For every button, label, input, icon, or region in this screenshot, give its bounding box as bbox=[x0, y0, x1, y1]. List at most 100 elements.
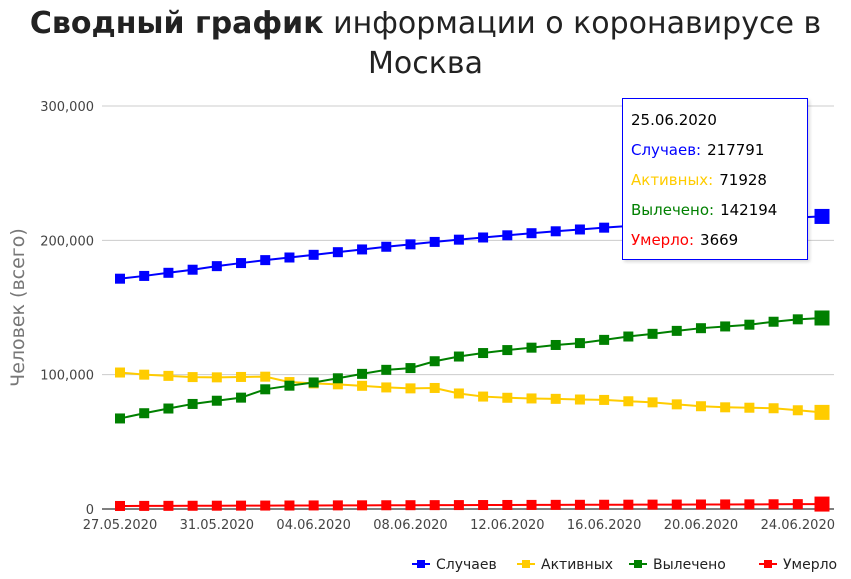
data-point bbox=[695, 401, 706, 412]
data-point bbox=[814, 404, 830, 420]
data-point bbox=[814, 208, 830, 224]
data-point bbox=[814, 310, 830, 326]
data-point bbox=[502, 345, 513, 356]
chart-title-bold: Сводный график bbox=[29, 6, 324, 41]
data-point bbox=[260, 384, 271, 395]
data-point bbox=[526, 342, 537, 353]
series-line bbox=[119, 316, 823, 420]
data-point bbox=[599, 222, 610, 233]
data-point bbox=[792, 314, 803, 325]
data-point bbox=[139, 500, 150, 511]
data-point bbox=[647, 397, 658, 408]
data-point bbox=[599, 499, 610, 510]
data-point bbox=[744, 402, 755, 413]
data-point bbox=[211, 372, 222, 383]
tooltip-label: Активных: bbox=[631, 171, 714, 189]
data-point bbox=[574, 499, 585, 510]
y-tick-label: 0 bbox=[86, 503, 94, 518]
data-point bbox=[720, 499, 731, 510]
data-point bbox=[332, 373, 343, 384]
legend-label: Вылечено bbox=[653, 557, 726, 573]
data-point bbox=[599, 394, 610, 405]
tooltip-label: Случаев: bbox=[631, 141, 702, 159]
data-point bbox=[550, 499, 561, 510]
data-point bbox=[260, 371, 271, 382]
tooltip-date: 25.06.2020 bbox=[631, 111, 717, 129]
data-point bbox=[381, 364, 392, 375]
x-tick-label: 04.06.2020 bbox=[276, 518, 350, 533]
data-point bbox=[357, 368, 368, 379]
data-point bbox=[405, 500, 416, 511]
data-point bbox=[236, 392, 247, 403]
data-point bbox=[236, 500, 247, 511]
y-tick-label: 300,000 bbox=[40, 100, 94, 115]
data-point bbox=[453, 500, 464, 511]
data-point bbox=[115, 500, 125, 511]
series-line bbox=[119, 503, 823, 507]
data-point bbox=[453, 351, 464, 362]
data-point bbox=[308, 249, 319, 260]
data-point bbox=[720, 402, 731, 413]
data-point bbox=[623, 331, 634, 342]
data-point bbox=[260, 500, 271, 511]
data-point bbox=[671, 499, 682, 510]
data-point bbox=[478, 391, 489, 402]
x-tick-label: 24.06.2020 bbox=[761, 518, 835, 533]
data-point bbox=[526, 393, 537, 404]
data-point bbox=[478, 348, 489, 359]
x-tick-label: 27.05.2020 bbox=[83, 518, 157, 533]
data-point bbox=[357, 380, 368, 391]
data-point bbox=[211, 395, 222, 406]
x-tick-label: 16.06.2020 bbox=[567, 518, 641, 533]
data-point bbox=[139, 369, 150, 380]
data-point bbox=[139, 270, 150, 281]
data-point bbox=[405, 383, 416, 394]
data-point bbox=[284, 500, 295, 511]
tooltip-label: Умерло: bbox=[631, 231, 695, 249]
data-point bbox=[623, 396, 634, 407]
data-point bbox=[115, 413, 125, 424]
data-point bbox=[550, 393, 561, 404]
y-axis-label: Человек (всего) bbox=[7, 228, 29, 387]
data-point bbox=[429, 356, 440, 367]
data-point bbox=[768, 316, 779, 327]
data-point bbox=[744, 499, 755, 510]
data-point bbox=[115, 367, 125, 378]
x-tick-label: 08.06.2020 bbox=[373, 518, 447, 533]
legend-swatch-marker bbox=[417, 560, 425, 568]
data-point bbox=[792, 405, 803, 416]
legend-label: Активных bbox=[541, 557, 613, 573]
data-point bbox=[357, 244, 368, 255]
data-point bbox=[526, 499, 537, 510]
data-point bbox=[429, 382, 440, 393]
tooltip-row-active: Активных: 71928 bbox=[631, 171, 767, 189]
data-point bbox=[284, 252, 295, 263]
data-point bbox=[187, 500, 198, 511]
data-point bbox=[211, 500, 222, 511]
tooltip-row-recovered: Вылечено: 142194 bbox=[631, 201, 777, 219]
data-point bbox=[260, 255, 271, 266]
tooltip-value: 71928 bbox=[719, 171, 767, 189]
tooltip-row-deaths: Умерло: 3669 bbox=[631, 231, 738, 249]
legend-swatch-marker bbox=[634, 560, 642, 568]
data-point bbox=[502, 392, 513, 403]
data-point bbox=[381, 241, 392, 252]
data-point bbox=[381, 500, 392, 511]
tooltip-value: 142194 bbox=[720, 201, 778, 219]
data-point bbox=[163, 370, 174, 381]
data-point bbox=[502, 230, 513, 241]
data-point bbox=[187, 264, 198, 275]
data-point bbox=[814, 496, 830, 512]
data-point bbox=[599, 334, 610, 345]
data-point bbox=[671, 399, 682, 410]
chart-title: Сводный график информации о коронавирусе… bbox=[0, 4, 851, 84]
data-point bbox=[574, 394, 585, 405]
data-point bbox=[550, 226, 561, 237]
data-point bbox=[647, 499, 658, 510]
data-point bbox=[405, 363, 416, 374]
series-line bbox=[119, 371, 823, 414]
data-point bbox=[623, 499, 634, 510]
data-point bbox=[550, 339, 561, 350]
data-point bbox=[187, 398, 198, 409]
